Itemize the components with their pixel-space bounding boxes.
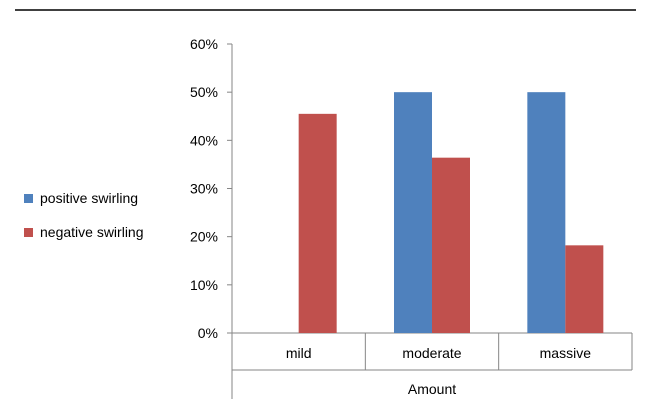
x-axis-title: Amount xyxy=(408,381,456,397)
x-tick-label: massive xyxy=(540,345,592,361)
y-tick-label: 20% xyxy=(190,229,218,245)
legend-swatch xyxy=(24,228,33,237)
bar-positive-swirling-massive xyxy=(527,92,566,334)
bar-positive-swirling-moderate xyxy=(394,92,432,334)
bar-negative-swirling-massive xyxy=(565,245,604,333)
legend-swatch xyxy=(24,194,33,203)
y-tick-label: 10% xyxy=(190,277,218,293)
bar-negative-swirling-moderate xyxy=(432,157,470,333)
legend: positive swirling negative swirling xyxy=(24,190,144,240)
y-tick-label: 40% xyxy=(190,132,218,148)
bar-negative-swirling-mild xyxy=(298,113,337,333)
y-tick-label: 50% xyxy=(190,84,218,100)
plot-area: 0% 10% 20% 30% 40% 50% 60% mild moderate massive A… xyxy=(190,36,633,399)
legend-label: positive swirling xyxy=(40,190,138,206)
y-tick-label: 60% xyxy=(190,36,218,52)
y-tick-label: 0% xyxy=(198,325,218,341)
legend-label: negative swirling xyxy=(40,224,144,240)
y-tick-label: 30% xyxy=(190,181,218,197)
x-tick-label: mild xyxy=(286,345,312,361)
x-tick-label: moderate xyxy=(402,345,461,361)
